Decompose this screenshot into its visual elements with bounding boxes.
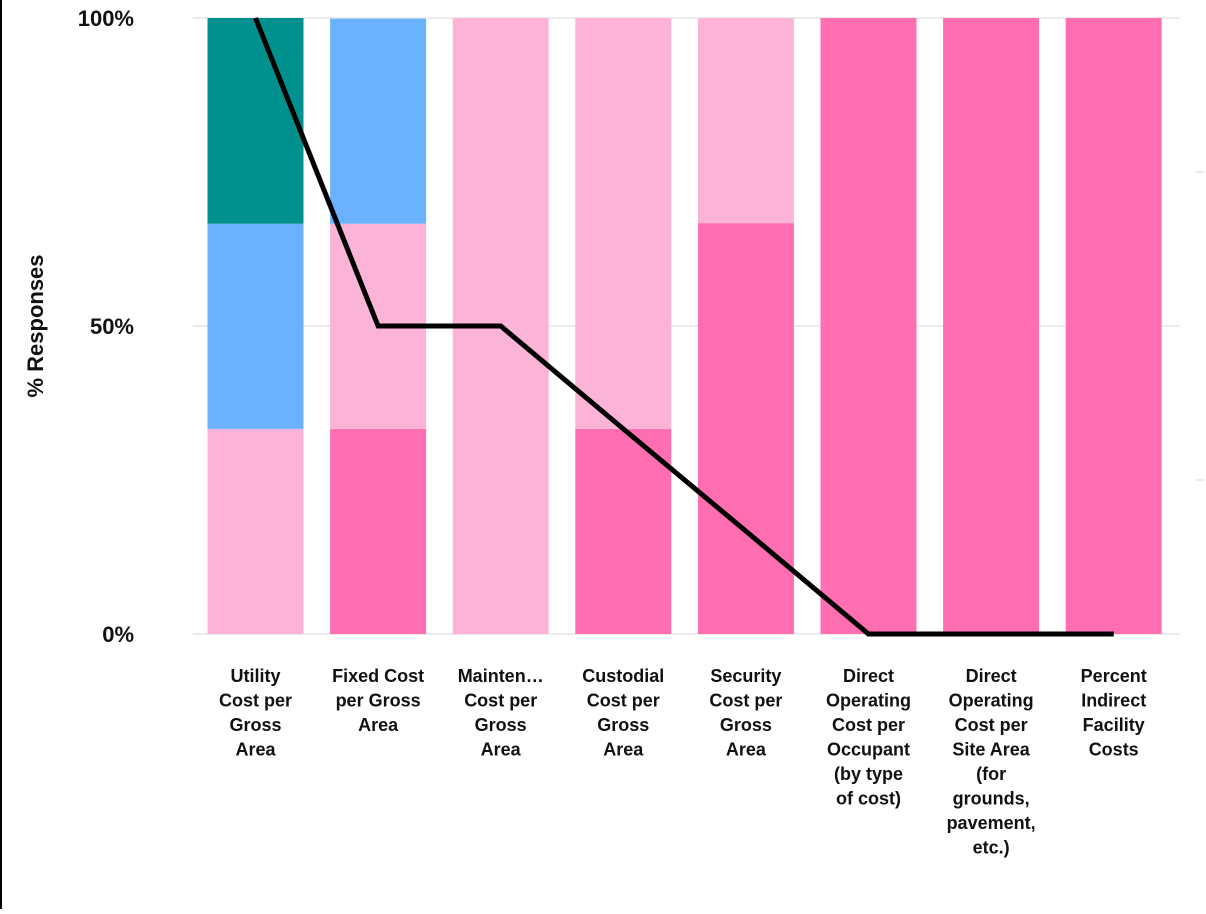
x-tick-label: pavement, <box>947 813 1036 833</box>
y-tick-label: 100% <box>78 6 134 31</box>
x-tick-label: Cost per <box>219 691 292 711</box>
trend-line <box>253 17 1114 637</box>
bar-segment <box>330 428 427 634</box>
x-tick-label: Occupant <box>827 740 910 760</box>
bar-segment <box>207 223 304 429</box>
x-tick-label: grounds, <box>953 789 1030 809</box>
x-tick-label: Area <box>358 715 399 735</box>
x-tick-label: of cost) <box>836 789 901 809</box>
x-tick-label: Mainten… <box>458 666 544 686</box>
bar-segment <box>330 18 427 224</box>
x-tick-label: Costs <box>1089 740 1139 760</box>
x-tick-label: Percent <box>1081 666 1147 686</box>
x-tick-label: Security <box>710 666 781 686</box>
bar-segment <box>943 18 1040 634</box>
x-tick-label: Cost per <box>832 715 905 735</box>
x-tick-label: Site Area <box>952 740 1030 760</box>
bar-segment <box>697 223 794 635</box>
x-tick-label: Operating <box>949 691 1034 711</box>
y-tick-label: 50% <box>90 314 134 339</box>
x-tick-label: Area <box>235 740 276 760</box>
x-tick-label: Indirect <box>1081 691 1146 711</box>
x-tick-label: per Gross <box>336 691 421 711</box>
x-tick-label: (for <box>976 764 1006 784</box>
x-tick-label: Area <box>603 740 644 760</box>
bar-segment <box>207 428 304 634</box>
bar-segment <box>820 18 917 634</box>
bar-segment <box>575 428 672 634</box>
left-border <box>0 0 2 909</box>
x-tick-label: (by type <box>834 764 903 784</box>
bar-segment <box>1065 18 1162 634</box>
x-tick-label: Direct <box>966 666 1017 686</box>
x-tick-label: Gross <box>475 715 527 735</box>
x-tick-label: Operating <box>826 691 911 711</box>
y-tick-label: 0% <box>102 622 134 647</box>
x-tick-label: Fixed Cost <box>332 666 424 686</box>
bar-segment <box>207 18 304 224</box>
x-tick-label: etc.) <box>973 838 1010 858</box>
x-tick-label: Gross <box>720 715 772 735</box>
x-tick-label: Utility <box>230 666 280 686</box>
bar-segment <box>575 18 672 429</box>
x-tick-label: Area <box>481 740 522 760</box>
x-tick-label: Cost per <box>587 691 660 711</box>
x-tick-label: Cost per <box>709 691 782 711</box>
x-tick-label: Cost per <box>955 715 1028 735</box>
x-tick-label: Gross <box>597 715 649 735</box>
x-tick-label: Facility <box>1083 715 1145 735</box>
x-tick-label: Direct <box>843 666 894 686</box>
x-tick-label: Custodial <box>582 666 664 686</box>
x-tick-label: Gross <box>229 715 281 735</box>
x-tick-label: Cost per <box>464 691 537 711</box>
y-axis-title: % Responses <box>23 254 48 397</box>
bar-segment <box>697 18 794 224</box>
x-tick-label: Area <box>726 740 767 760</box>
